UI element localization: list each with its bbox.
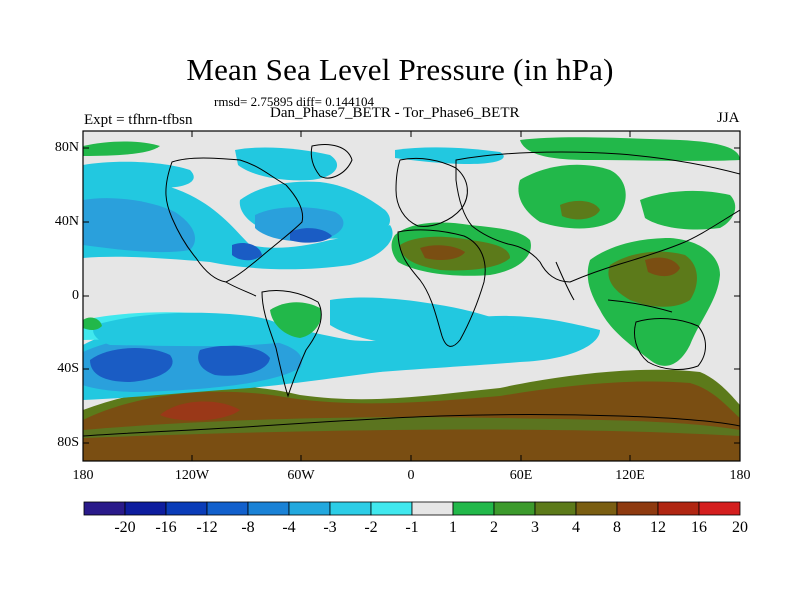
lon-tick-label: 0 — [407, 468, 415, 483]
experiment-label: Expt = tfhrn-tfbsn — [84, 112, 193, 128]
lat-tick-label: 80N — [54, 140, 79, 155]
lon-tick-label: 120W — [174, 468, 210, 483]
colorbar-label: -16 — [155, 519, 177, 536]
colorbar-label: -1 — [405, 519, 419, 536]
colorbar — [83, 501, 741, 516]
lat-tick-label: 40S — [57, 361, 79, 376]
stats-label: rmsd= 2.75895 diff= 0.144104 — [214, 94, 374, 109]
colorbar-box — [247, 501, 290, 516]
siberia-green — [518, 164, 626, 229]
indo-pacific-brown — [645, 257, 680, 277]
gulf-blue-dark — [232, 243, 262, 261]
colorbar-label: -12 — [196, 519, 218, 536]
coast-europe — [395, 157, 468, 227]
colorbar-label: 1 — [449, 519, 457, 536]
sahara-brown — [420, 245, 465, 260]
pressure-field — [83, 131, 740, 461]
lon-tick-label: 180 — [729, 468, 751, 483]
colorbar-label: 12 — [650, 519, 666, 536]
southern-blue-dark-b — [198, 345, 270, 376]
southern-blue-dark-a — [90, 348, 173, 382]
colorbar-box — [534, 501, 577, 516]
colorbar-label: 4 — [572, 519, 580, 536]
lon-tick-label: 180 — [72, 468, 94, 483]
coast-greenland — [310, 144, 353, 179]
colorbar-label: 8 — [613, 519, 621, 536]
colorbar-box — [206, 501, 249, 516]
colorbar-box — [83, 501, 126, 516]
colorbar-box — [452, 501, 495, 516]
coast-indonesia — [607, 299, 673, 313]
arctic-top-green — [83, 141, 160, 156]
colorbar-label: -20 — [114, 519, 136, 536]
south-america-green — [270, 302, 322, 338]
subtitle: Dan_Phase7_BETR - Tor_Phase6_BETR — [270, 105, 520, 121]
colorbar-label: -2 — [364, 519, 378, 536]
coast-antarctica — [83, 414, 740, 437]
colorbar-label: 3 — [531, 519, 539, 536]
colorbar-label: 16 — [691, 519, 707, 536]
arctic-pacific-blue — [83, 161, 194, 188]
colorbar-box — [165, 501, 208, 516]
coast-north-america — [165, 157, 304, 283]
season-label: JJA — [717, 110, 740, 126]
colorbar-box — [698, 501, 741, 516]
colorbar-box — [411, 501, 454, 516]
colorbar-label: -4 — [282, 519, 296, 536]
lon-tick-label: 60W — [287, 468, 315, 483]
coast-central-america — [225, 281, 257, 297]
colorbar-box — [288, 501, 331, 516]
coastlines — [83, 144, 740, 437]
arctic-green — [520, 137, 740, 161]
lat-tick-label: 80S — [57, 435, 79, 450]
colorbar-label: 20 — [732, 519, 748, 536]
coast-asia — [455, 151, 740, 283]
colorbar-box — [124, 501, 167, 516]
southern-red-core — [160, 401, 240, 421]
coast-india — [555, 261, 575, 301]
pacific-west-green — [83, 317, 102, 330]
colorbar-box — [616, 501, 659, 516]
coast-australia — [634, 318, 706, 370]
natlantic-blue-dark — [290, 228, 332, 243]
npacific-blue-mid — [83, 198, 195, 253]
coast-africa — [397, 229, 486, 347]
axis-ticks — [83, 131, 740, 461]
south-atlantic-cyan — [330, 297, 520, 349]
east-asia-green — [640, 190, 736, 230]
colorbar-label: -8 — [241, 519, 255, 536]
colorbar-label: 2 — [490, 519, 498, 536]
coast-south-america — [261, 289, 322, 398]
lat-tick-label: 40N — [54, 214, 79, 229]
siberia-olive — [560, 200, 600, 220]
colorbar-box — [329, 501, 372, 516]
south-pacific-cyan — [93, 312, 289, 347]
colorbar-box — [370, 501, 413, 516]
colorbar-box — [657, 501, 700, 516]
arctic-blue-strip — [395, 147, 504, 164]
colorbar-label: -3 — [323, 519, 337, 536]
colorbar-box — [493, 501, 536, 516]
map-title: Mean Sea Level Pressure (in hPa) — [186, 52, 614, 87]
antarctic-green-edge — [83, 417, 740, 438]
lat-tick-label: 0 — [72, 288, 79, 303]
lon-tick-label: 120E — [615, 468, 645, 483]
lon-tick-label: 60E — [509, 468, 533, 483]
colorbar-box — [575, 501, 618, 516]
